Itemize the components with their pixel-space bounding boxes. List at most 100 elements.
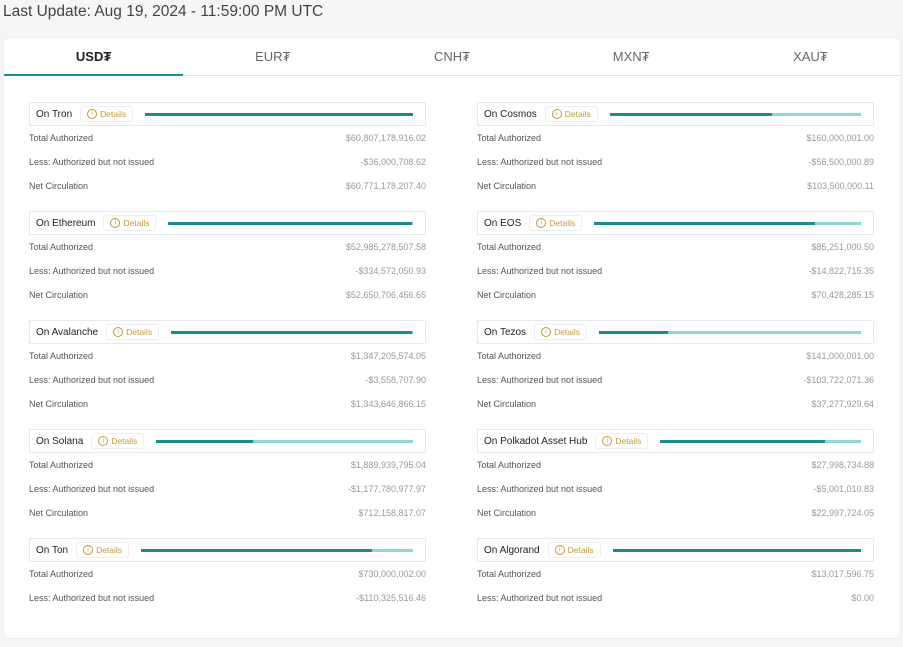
row-value: -$56,500,000.89 (808, 157, 874, 167)
circulation-fill (168, 221, 412, 225)
row: Net Circulation $37,277,929.64 (477, 392, 874, 416)
card-header: On Solana i Details (29, 429, 426, 453)
network-name: On Solana (36, 435, 84, 447)
details-label: Details (615, 436, 642, 446)
circulation-bar (660, 439, 861, 443)
row-value: $712,158,817.07 (358, 508, 426, 518)
info-icon: i (536, 218, 547, 228)
row: Less: Authorized but not issued -$334,572… (29, 259, 426, 283)
row-value: $22,997,724.05 (811, 508, 874, 518)
row-value: $52,650,706,456.65 (345, 290, 426, 300)
row: Net Circulation $103,500,000.11 (477, 174, 874, 198)
row-value: $60,771,178,207.40 (345, 181, 426, 191)
card: On EOS i Details Total Authorized $85,251,00… (477, 211, 874, 320)
details-button[interactable]: i Details (595, 433, 649, 449)
row-value: -$103,722,071.36 (803, 375, 874, 385)
details-button[interactable]: i Details (80, 106, 134, 122)
row-label: Total Authorized (477, 460, 542, 470)
row: Total Authorized $730,000,002.00 (29, 562, 426, 586)
circulation-fill (599, 330, 669, 334)
row-value: -$36,000,708.62 (360, 157, 426, 167)
row-label: Less: Authorized but not issued (477, 266, 603, 276)
tab[interactable]: EUR₮ (255, 49, 291, 64)
circulation-bar (141, 548, 413, 552)
details-button[interactable]: i Details (106, 324, 160, 340)
row-label: Less: Authorized but not issued (29, 157, 155, 167)
circulation-bar (599, 330, 861, 334)
details-button[interactable]: i Details (547, 542, 601, 558)
row-label: Total Authorized (29, 242, 94, 252)
row: Less: Authorized but not issued -$110,325… (29, 586, 426, 610)
tabs: USD₮ EUR₮ CNH₮ MXN₮ XAU₮ (4, 38, 900, 76)
row: Less: Authorized but not issued -$5,001,0… (477, 477, 874, 501)
info-icon: i (98, 436, 109, 446)
panel: USD₮ EUR₮ CNH₮ MXN₮ XAU₮ On Tron i Details Tota… (3, 37, 901, 639)
row: Net Circulation $52,650,706,456.65 (29, 283, 426, 307)
network-name: On Avalanche (36, 326, 99, 338)
row: Less: Authorized but not issued -$1,177,7… (29, 477, 426, 501)
details-label: Details (549, 218, 576, 228)
tab[interactable]: CNH₮ (433, 49, 471, 64)
row-label: Total Authorized (477, 133, 542, 143)
details-button[interactable]: i Details (91, 433, 145, 449)
row-value: $52,985,278,507.58 (345, 242, 426, 252)
circulation-bar (171, 330, 413, 334)
row-label: Net Circulation (29, 181, 89, 191)
network-name: On Tron (36, 108, 73, 120)
row-label: Total Authorized (477, 569, 542, 579)
info-icon: i (541, 327, 552, 337)
row: Net Circulation $60,771,178,207.40 (29, 174, 426, 198)
network-name: On Algorand (484, 544, 540, 556)
row-label: Net Circulation (477, 181, 537, 191)
details-button[interactable]: i Details (76, 542, 130, 558)
row-value: -$3,558,707.90 (365, 375, 426, 385)
details-button[interactable]: i Details (544, 106, 598, 122)
row: Total Authorized $27,998,734.88 (477, 453, 874, 477)
row-label: Net Circulation (29, 290, 89, 300)
circulation-fill (171, 330, 413, 334)
tab[interactable]: MXN₮ (612, 49, 650, 64)
details-button[interactable]: i Details (529, 215, 583, 231)
details-button[interactable]: i Details (103, 215, 157, 231)
row-label: Total Authorized (477, 242, 542, 252)
row-value: $730,000,002.00 (358, 569, 426, 579)
circulation-bar (612, 548, 861, 552)
card-header: On Avalanche i Details (29, 320, 426, 344)
row-value: $70,428,285.15 (811, 290, 874, 300)
row-value: $1,343,646,866.15 (350, 399, 426, 409)
tab[interactable]: XAU₮ (793, 49, 828, 64)
info-icon: i (554, 545, 565, 555)
row-value: -$334,572,050.93 (355, 266, 426, 276)
card: On Tezos i Details Total Authorized $141,000… (477, 320, 874, 429)
row: Net Circulation $1,343,646,866.15 (29, 392, 426, 416)
tab[interactable]: USD₮ (4, 38, 184, 76)
card-header: On Algorand i Details (477, 538, 874, 562)
network-name: On Ethereum (36, 217, 96, 229)
info-icon: i (87, 109, 98, 119)
row-value: -$5,001,010.83 (813, 484, 874, 494)
circulation-bar (145, 112, 413, 116)
row-label: Total Authorized (29, 133, 94, 143)
row-value: $141,000,001.00 (806, 351, 874, 361)
row-value: $160,000,001.00 (806, 133, 874, 143)
row-label: Net Circulation (477, 290, 537, 300)
card: On Tron i Details Total Authorized $60,807,1… (29, 102, 426, 211)
info-icon: i (110, 218, 121, 228)
circulation-fill (660, 439, 826, 443)
card: On Ethereum i Details Total Authorized $52,9… (29, 211, 426, 320)
network-name: On Cosmos (484, 108, 537, 120)
details-button[interactable]: i Details (534, 324, 588, 340)
card: On Algorand i Details Total Authorized $13,0… (477, 538, 874, 647)
circulation-fill (609, 112, 773, 116)
row-label: Less: Authorized but not issued (477, 593, 603, 603)
row: Less: Authorized but not issued -$3,558,7… (29, 368, 426, 392)
circulation-bar (594, 221, 861, 225)
row-label: Less: Authorized but not issued (29, 266, 155, 276)
circulation-bar (156, 439, 413, 443)
row: Less: Authorized but not issued -$103,722… (477, 368, 874, 392)
row-label: Total Authorized (29, 569, 94, 579)
page: Last Update: Aug 19, 2024 - 11:59:00 PM … (3, 3, 901, 639)
circulation-fill (612, 548, 861, 552)
row-label: Total Authorized (29, 460, 94, 470)
row-value: $27,998,734.88 (811, 460, 874, 470)
